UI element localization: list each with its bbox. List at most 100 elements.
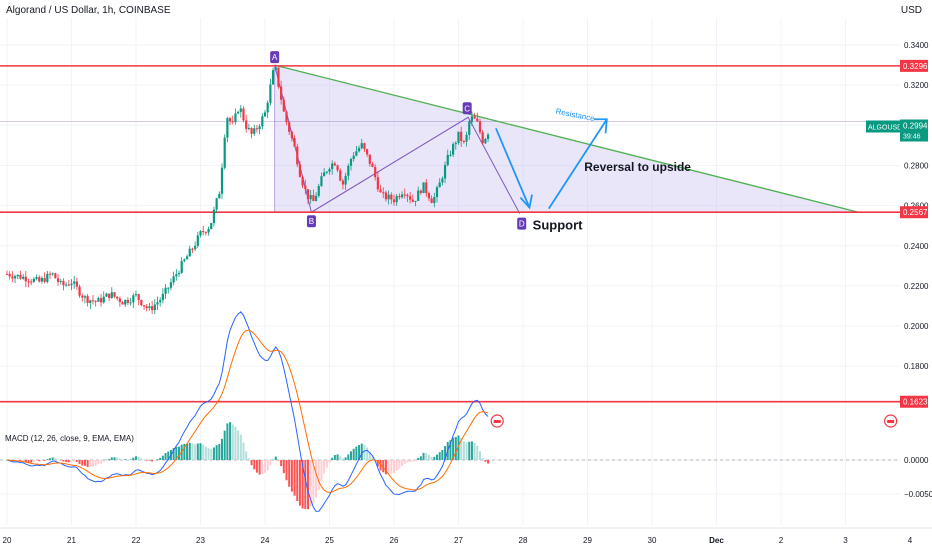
candle-body	[349, 159, 353, 166]
candle-body	[352, 155, 355, 160]
candle-body	[465, 134, 468, 142]
macd-histogram-bar	[215, 445, 218, 460]
candle-body	[376, 177, 379, 190]
candle-body	[258, 126, 261, 130]
candle-body	[89, 300, 92, 303]
horizontal-levels[interactable]	[0, 65, 900, 403]
time-axis-label: 22	[132, 536, 141, 545]
macd-histogram-bar	[210, 448, 213, 460]
price-tick-label: 0.2400	[904, 242, 929, 251]
macd-histogram-bar	[341, 458, 344, 460]
candle-body	[411, 199, 414, 202]
candle-body	[341, 180, 345, 185]
candle-body	[113, 292, 116, 297]
candle-body	[108, 293, 111, 298]
point-b-label: B	[309, 217, 314, 226]
macd-histogram-bar	[35, 460, 38, 461]
candle-body	[298, 164, 302, 177]
candle-body	[140, 299, 143, 306]
price-scale[interactable]: 0.3400 0.3200 0.2800 0.2600 0.2400 0.2200 0.20…	[866, 0, 932, 550]
macd-histogram-bar	[403, 460, 406, 464]
macd-histogram-bar	[371, 455, 374, 460]
candle-body	[59, 280, 62, 282]
candle-body	[476, 118, 479, 122]
macd-histogram-bar	[212, 447, 215, 460]
candle-body	[454, 142, 457, 145]
macd-histogram-bar	[406, 460, 409, 463]
macd-histogram-bar	[57, 459, 60, 461]
candle-body	[239, 108, 242, 112]
us-flag-icon-stripe	[887, 420, 895, 423]
macd-line	[6, 311, 489, 512]
macd-histogram-bar	[301, 460, 304, 509]
candle-body	[473, 116, 476, 119]
candle-body	[384, 192, 388, 200]
macd-histogram-bar	[304, 460, 307, 509]
candle-body	[183, 259, 186, 262]
macd-histogram-bar	[298, 460, 301, 506]
macd-histogram-bar	[121, 459, 124, 461]
macd-histogram-bar	[19, 460, 22, 462]
candle-body	[325, 171, 328, 173]
macd-histogram-bar	[145, 460, 148, 461]
macd-histogram-bar	[425, 453, 428, 460]
candle-body	[261, 116, 264, 127]
candle-body	[320, 176, 323, 187]
time-axis-label: 28	[519, 536, 528, 545]
candle-body	[56, 278, 60, 282]
macd-histogram-bar	[355, 446, 358, 460]
candle-body	[220, 167, 224, 194]
macd-histogram-bar	[449, 440, 452, 460]
macd-histogram-bar	[196, 443, 199, 460]
time-axis-label: Dec	[709, 536, 724, 545]
macd-histogram-bar	[307, 460, 309, 510]
macd-histogram-bar	[368, 451, 371, 460]
macd-histogram-bar	[398, 460, 401, 469]
macd-histogram-bar	[347, 454, 350, 460]
macd-histogram-bar	[419, 456, 422, 460]
macd-histogram-bar	[411, 460, 414, 462]
candle-body	[202, 231, 205, 233]
candle-body	[247, 127, 250, 129]
candle-body	[328, 169, 331, 172]
candle-body	[403, 194, 406, 196]
countdown-label: 39:46	[903, 134, 921, 141]
macd-histogram-bar	[336, 454, 339, 460]
macd-histogram-bar	[97, 460, 100, 465]
candle-body	[142, 305, 146, 307]
down-arrowhead	[519, 194, 533, 210]
currency-label[interactable]: USD	[900, 5, 922, 16]
macd-histogram-bar	[247, 458, 250, 460]
macd-histogram-bar	[253, 460, 256, 470]
candle-body	[102, 296, 105, 303]
macd-histogram-bar	[161, 455, 164, 460]
candle-body	[32, 278, 35, 282]
macd-histogram-bar	[100, 460, 103, 464]
candle-body	[194, 245, 197, 250]
candle-body	[5, 273, 9, 275]
time-axis-label: 26	[390, 536, 399, 545]
candle-body	[126, 299, 130, 303]
candle-body	[212, 209, 216, 224]
macd-histogram-bar	[317, 460, 320, 491]
macd-histogram-bar	[135, 456, 137, 460]
macd-histogram-bar	[433, 456, 436, 460]
macd-histogram-bar	[116, 457, 119, 460]
candle-body	[422, 182, 425, 193]
time-axis[interactable]: 20 21 22 23 24 25 26 27 28 29 30 Dec 2 3 4	[0, 527, 932, 545]
abcd-triangle-pattern	[0, 64, 900, 214]
macd-histogram-bar	[358, 445, 361, 460]
candle-body	[48, 273, 52, 275]
candle-body	[395, 196, 398, 203]
macd-indicator-label[interactable]: MACD (12, 26, close, 9, EMA, EMA)	[5, 434, 134, 443]
macd-histogram-bar	[151, 460, 154, 462]
candle-body	[368, 154, 371, 164]
candle-body	[116, 296, 119, 299]
time-axis-label: 29	[583, 536, 592, 545]
macd-histogram-bar	[126, 459, 129, 460]
macd-histogram-bar	[40, 460, 43, 461]
point-d-label: D	[519, 220, 525, 229]
candle-body	[62, 280, 65, 286]
candle-body	[159, 300, 162, 303]
